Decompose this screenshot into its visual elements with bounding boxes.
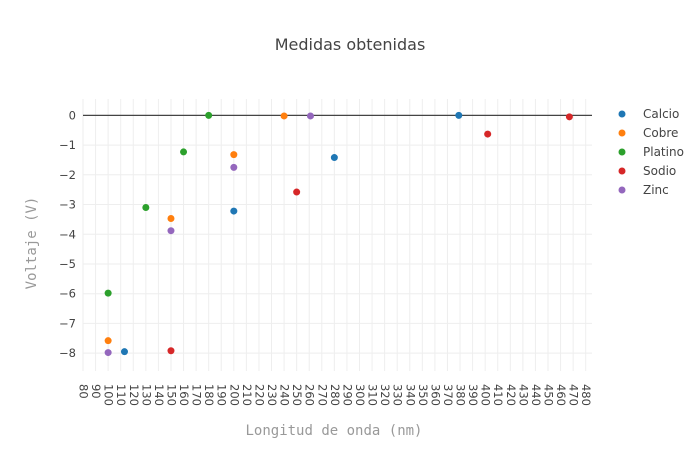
legend-label: Calcio <box>643 107 679 121</box>
y-tick-label: −7 <box>59 316 76 330</box>
y-tick-label: −3 <box>59 198 76 212</box>
x-tick-label: 130 <box>139 384 153 406</box>
data-point[interactable] <box>230 151 238 159</box>
x-tick-label: 380 <box>454 384 468 406</box>
x-tick-label: 90 <box>89 384 103 399</box>
data-point[interactable] <box>330 154 338 162</box>
x-tick-labels: 8090100110120130140150160170180190200210… <box>77 384 594 406</box>
legend-label: Platino <box>643 145 684 159</box>
y-tick-labels: 0 −1 −2 −3 −4 −5 −6 −7 −8 <box>59 108 76 360</box>
x-tick-label: 350 <box>416 384 430 406</box>
data-point[interactable] <box>167 347 175 355</box>
x-tick-label: 120 <box>127 384 141 406</box>
x-tick-label: 290 <box>340 384 354 406</box>
grid <box>82 99 592 371</box>
x-axis-title: Longitud de onda (nm) <box>245 423 422 439</box>
x-tick-label: 480 <box>579 384 593 406</box>
y-axis-title: Voltaje (V) <box>24 197 40 290</box>
data-points <box>104 111 573 357</box>
x-tick-label: 370 <box>441 384 455 406</box>
x-tick-label: 240 <box>278 384 292 406</box>
legend-marker <box>618 129 626 137</box>
x-tick-label: 180 <box>202 384 216 406</box>
legend-marker <box>618 110 626 118</box>
x-tick-label: 400 <box>479 384 493 406</box>
x-tick-label: 320 <box>378 384 392 406</box>
x-tick-label: 470 <box>567 384 581 406</box>
data-point[interactable] <box>230 163 238 171</box>
data-point[interactable] <box>104 289 112 297</box>
data-point[interactable] <box>120 348 128 356</box>
x-tick-label: 280 <box>328 384 342 406</box>
x-tick-label: 140 <box>152 384 166 406</box>
x-tick-label: 300 <box>353 384 367 406</box>
x-tick-label: 310 <box>366 384 380 406</box>
x-tick-label: 440 <box>529 384 543 406</box>
legend-label: Sodio <box>643 164 676 178</box>
x-tick-label: 150 <box>164 384 178 406</box>
legend-marker <box>618 186 626 194</box>
x-tick-label: 330 <box>391 384 405 406</box>
x-tick-label: 340 <box>403 384 417 406</box>
data-point[interactable] <box>180 148 188 156</box>
data-point[interactable] <box>104 349 112 357</box>
x-tick-label: 190 <box>215 384 229 406</box>
x-tick-label: 450 <box>542 384 556 406</box>
data-point[interactable] <box>230 207 238 215</box>
legend-label: Cobre <box>643 126 678 140</box>
data-point[interactable] <box>484 130 492 138</box>
x-tick-label: 410 <box>491 384 505 406</box>
data-point[interactable] <box>565 113 573 121</box>
y-tick-label: −2 <box>59 168 76 182</box>
x-tick-label: 390 <box>466 384 480 406</box>
chart-title: Medidas obtenidas <box>275 35 426 54</box>
data-point[interactable] <box>293 188 301 196</box>
x-tick-label: 360 <box>428 384 442 406</box>
y-tick-label: −4 <box>59 227 76 241</box>
data-point[interactable] <box>167 227 175 235</box>
y-tick-label: −1 <box>59 138 76 152</box>
y-tick-label: −5 <box>59 257 76 271</box>
x-tick-label: 270 <box>315 384 329 406</box>
data-point[interactable] <box>142 204 150 212</box>
x-tick-label: 460 <box>554 384 568 406</box>
x-tick-label: 160 <box>177 384 191 406</box>
x-tick-label: 220 <box>252 384 266 406</box>
legend-label: Zinc <box>643 183 669 197</box>
legend: Calcio Cobre Platino Sodio Zinc <box>618 107 684 197</box>
data-point[interactable] <box>455 111 463 119</box>
x-tick-label: 420 <box>504 384 518 406</box>
x-tick-label: 80 <box>77 384 91 399</box>
x-tick-label: 230 <box>265 384 279 406</box>
x-tick-label: 430 <box>516 384 530 406</box>
x-tick-label: 250 <box>290 384 304 406</box>
y-tick-label: −8 <box>59 346 76 360</box>
data-point[interactable] <box>104 337 112 345</box>
data-point[interactable] <box>205 111 213 119</box>
x-tick-label: 260 <box>303 384 317 406</box>
legend-marker <box>618 167 626 175</box>
y-tick-label: −6 <box>59 287 76 301</box>
x-tick-label: 170 <box>190 384 204 406</box>
x-tick-label: 200 <box>227 384 241 406</box>
x-tick-label: 210 <box>240 384 254 406</box>
data-point[interactable] <box>167 215 175 223</box>
data-point[interactable] <box>280 112 288 120</box>
legend-marker <box>618 148 626 156</box>
x-tick-label: 110 <box>114 384 128 406</box>
x-tick-label: 100 <box>102 384 116 406</box>
y-tick-label: 0 <box>69 108 76 122</box>
data-point[interactable] <box>306 112 314 120</box>
